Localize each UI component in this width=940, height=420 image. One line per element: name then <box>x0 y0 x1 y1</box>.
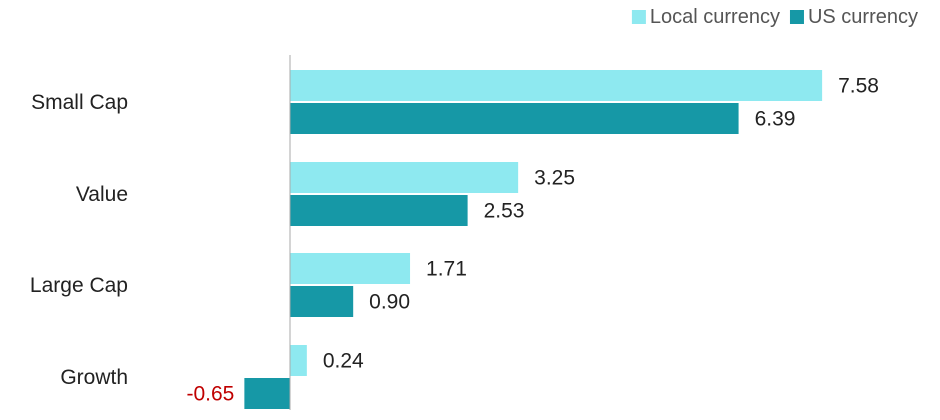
legend-marker-local <box>631 10 646 24</box>
value-label-local-small-cap: 7.58 <box>838 75 879 98</box>
legend-label-local: Local currency <box>650 6 780 28</box>
value-label-local-growth: 0.24 <box>323 350 364 373</box>
bar-us-value <box>290 195 468 226</box>
legend-label-us: US currency <box>808 6 918 28</box>
bar-local-large-cap <box>290 253 411 284</box>
bar-us-small-cap <box>290 103 739 134</box>
category-label-large-cap: Large Cap <box>30 274 128 297</box>
bar-local-small-cap <box>290 70 823 101</box>
category-labels: Small Cap Value Large Cap Growth <box>30 91 128 389</box>
value-label-us-large-cap: 0.90 <box>369 291 410 314</box>
bar-local-value <box>290 162 519 193</box>
category-label-growth: Growth <box>60 366 128 389</box>
legend: Local currency US currency <box>631 6 918 28</box>
category-label-value: Value <box>76 183 128 206</box>
value-label-us-value: 2.53 <box>484 200 525 223</box>
value-label-us-small-cap: 6.39 <box>755 108 796 131</box>
bar-local-growth <box>290 345 307 376</box>
value-label-local-value: 3.25 <box>534 167 575 190</box>
value-label-us-growth: -0.65 <box>186 383 234 406</box>
bar-us-large-cap <box>290 286 354 317</box>
legend-marker-us <box>789 10 804 24</box>
value-label-local-large-cap: 1.71 <box>426 258 467 281</box>
category-label-small-cap: Small Cap <box>31 91 128 114</box>
bar-us-growth <box>244 378 290 409</box>
value-labels: 7.58 6.39 3.25 2.53 1.71 0.90 0.24 -0.65 <box>186 75 878 406</box>
bars <box>244 70 823 409</box>
